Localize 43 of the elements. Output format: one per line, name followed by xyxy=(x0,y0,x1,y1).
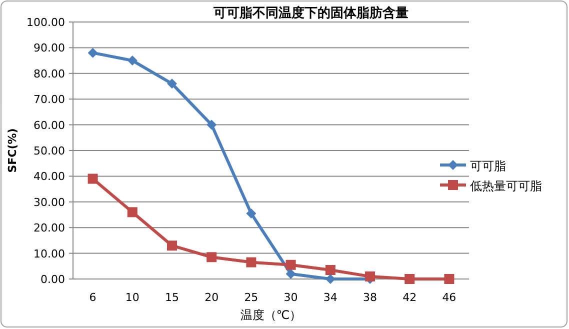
point xyxy=(206,252,217,262)
x-tick-label: 20 xyxy=(204,291,219,304)
point xyxy=(167,78,177,89)
x-tick-label: 6 xyxy=(89,291,96,304)
point xyxy=(365,271,375,282)
point xyxy=(88,174,98,184)
x-tick-label: 46 xyxy=(442,291,456,304)
y-tick-label: 30.00 xyxy=(34,196,65,209)
y-tick-label: 10.00 xyxy=(34,247,65,260)
y-tick-label: 70.00 xyxy=(34,93,65,106)
y-tick-label: 90.00 xyxy=(34,42,65,55)
point xyxy=(444,274,454,284)
legend-label: 可可脂 xyxy=(470,159,506,173)
point xyxy=(246,208,256,218)
point xyxy=(325,274,336,284)
point xyxy=(286,268,296,279)
y-tick-label: 50.00 xyxy=(34,144,65,158)
x-tick-label: 25 xyxy=(244,291,258,304)
point xyxy=(167,240,177,251)
point xyxy=(286,260,296,270)
legend-label: 低热量可可脂 xyxy=(470,179,542,193)
x-tick-label: 42 xyxy=(402,291,417,304)
y-tick-label: 80.00 xyxy=(34,67,65,80)
point xyxy=(88,48,98,58)
x-tick-label: 38 xyxy=(363,291,377,304)
point xyxy=(404,274,415,284)
point xyxy=(206,120,217,130)
point xyxy=(127,207,138,218)
y-tick-label: 100.00 xyxy=(26,16,65,29)
y-tick-label: 40.00 xyxy=(34,170,65,184)
y-tick-label: 0.00 xyxy=(40,273,65,286)
x-axis-title: 温度（℃） xyxy=(240,308,302,322)
y-axis-title: SFC(%) xyxy=(6,128,19,173)
x-tick-label: 10 xyxy=(125,291,140,304)
y-tick-label: 60.00 xyxy=(34,118,65,132)
x-tick-label: 34 xyxy=(323,291,338,304)
y-tick-label: 20.00 xyxy=(34,222,65,235)
point xyxy=(127,56,138,66)
point xyxy=(246,257,256,268)
chart-title: 可可脂不同温度下的固体脂肪含量 xyxy=(212,5,408,21)
x-tick-label: 15 xyxy=(165,291,179,304)
point xyxy=(325,265,336,276)
x-tick-label: 30 xyxy=(284,291,298,304)
